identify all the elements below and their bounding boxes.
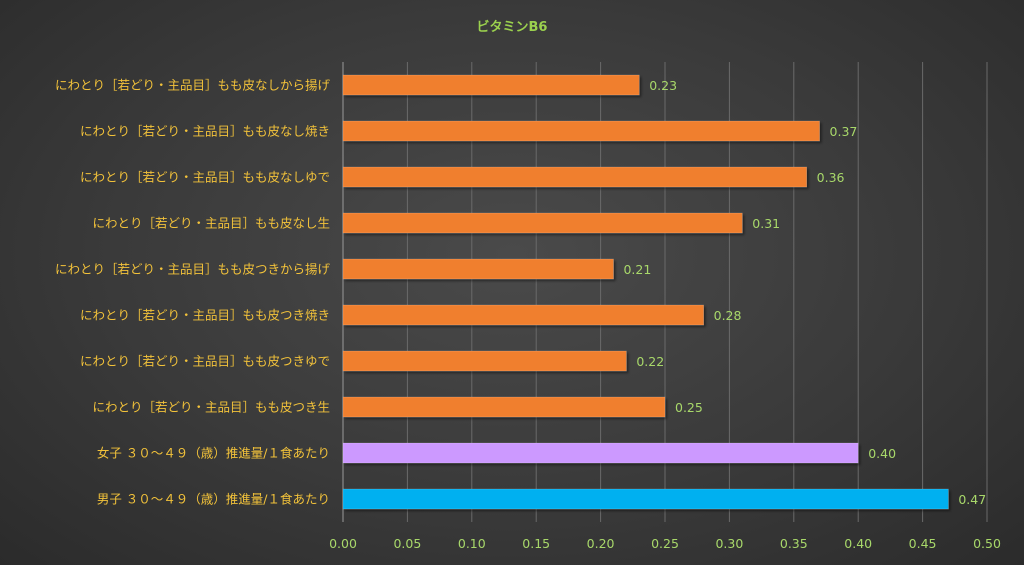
value-label: 0.23 — [649, 78, 677, 93]
bars — [342, 74, 949, 510]
value-label: 0.21 — [623, 262, 651, 277]
x-tick-label: 0.05 — [393, 536, 421, 551]
bar — [342, 166, 807, 188]
category-label: にわとり［若どり・主品目］もも皮なし焼き — [80, 124, 330, 139]
x-tick-label: 0.40 — [844, 536, 872, 551]
bar — [342, 304, 704, 326]
value-label: 0.25 — [675, 400, 703, 415]
category-label: にわとり［若どり・主品目］もも皮なしゆで — [80, 170, 330, 185]
bar — [342, 212, 743, 234]
value-label: 0.28 — [714, 308, 742, 323]
value-label: 0.37 — [830, 124, 858, 139]
value-label: 0.47 — [958, 492, 986, 507]
x-tick-label: 0.35 — [780, 536, 808, 551]
value-label: 0.40 — [868, 446, 896, 461]
value-label: 0.31 — [752, 216, 780, 231]
category-label: 女子 ３０～４９（歳）推進量/１食あたり — [97, 446, 330, 461]
category-label: にわとり［若どり・主品目］もも皮つきゆで — [80, 354, 330, 369]
x-tick-label: 0.10 — [458, 536, 486, 551]
chart-title: ビタミンB6 — [477, 19, 548, 35]
bar — [342, 258, 614, 280]
bar — [342, 350, 627, 372]
x-tick-label: 0.20 — [587, 536, 615, 551]
category-label: 男子 ３０～４９（歳）推進量/１食あたり — [97, 492, 330, 507]
x-tick-label: 0.30 — [715, 536, 743, 551]
category-labels: にわとり［若どり・主品目］もも皮なしから揚げにわとり［若どり・主品目］もも皮なし… — [55, 78, 331, 507]
x-tick-label: 0.00 — [329, 536, 357, 551]
bar — [342, 396, 666, 418]
bar — [342, 442, 859, 464]
bar — [342, 488, 949, 510]
bar — [342, 74, 640, 96]
value-labels: 0.23 0.37 0.36 0.31 0.21 0.28 0.22 0.25 0.40 0.47 — [623, 78, 986, 507]
category-label: にわとり［若どり・主品目］もも皮つきから揚げ — [55, 262, 331, 277]
x-tick-label: 0.45 — [909, 536, 937, 551]
x-tick-label: 0.25 — [651, 536, 679, 551]
value-label: 0.22 — [636, 354, 664, 369]
category-label: にわとり［若どり・主品目］もも皮つき生 — [92, 400, 330, 415]
value-label: 0.36 — [817, 170, 845, 185]
x-tick-label: 0.50 — [973, 536, 1001, 551]
category-label: にわとり［若どり・主品目］もも皮なしから揚げ — [55, 78, 331, 93]
bar — [342, 120, 820, 142]
category-label: にわとり［若どり・主品目］もも皮つき焼き — [80, 308, 330, 323]
category-label: にわとり［若どり・主品目］もも皮なし生 — [92, 216, 330, 231]
x-axis-tick-labels: 0.00 0.05 0.10 0.15 0.20 0.25 0.30 0.35 0.40 0.45… — [329, 536, 1001, 551]
x-tick-label: 0.15 — [522, 536, 550, 551]
